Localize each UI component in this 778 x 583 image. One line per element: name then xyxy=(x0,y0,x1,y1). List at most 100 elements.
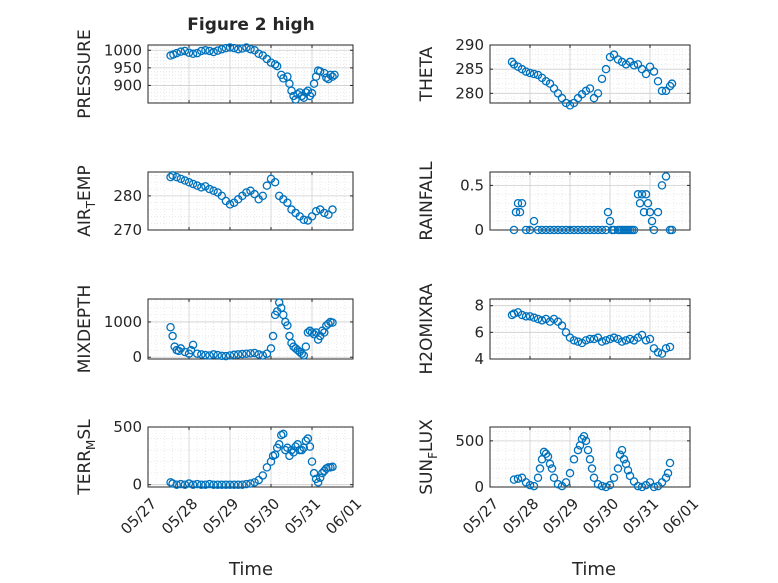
data-point xyxy=(315,473,325,483)
data-point xyxy=(205,46,214,56)
data-point xyxy=(521,312,531,321)
data-point xyxy=(533,473,543,483)
data-point xyxy=(246,479,255,488)
data-point xyxy=(561,225,571,235)
data-point xyxy=(513,198,523,208)
data-point xyxy=(176,479,186,489)
data-point xyxy=(188,340,198,350)
data-point xyxy=(250,189,259,199)
data-point xyxy=(184,48,194,57)
data-point xyxy=(221,351,231,361)
x-tick-label: 05/27 xyxy=(459,495,502,538)
data-point xyxy=(581,336,591,345)
y-axis-label: H2OMIXRA xyxy=(417,283,437,374)
data-point xyxy=(649,482,659,492)
data-point xyxy=(172,480,181,489)
data-point xyxy=(535,464,545,473)
data-point xyxy=(209,480,218,489)
data-point xyxy=(180,176,190,185)
data-point xyxy=(303,328,313,337)
data-point xyxy=(293,89,302,99)
data-point xyxy=(307,457,317,466)
data-point xyxy=(205,351,214,360)
data-point xyxy=(609,333,619,342)
data-point xyxy=(180,480,190,489)
data-point xyxy=(309,330,319,339)
data-point xyxy=(309,79,319,88)
data-point xyxy=(262,463,272,472)
data-point xyxy=(521,67,531,76)
data-point xyxy=(250,478,259,487)
data-point xyxy=(250,348,259,358)
data-point xyxy=(545,459,555,469)
data-point xyxy=(635,198,645,208)
data-point xyxy=(587,464,597,473)
data-point xyxy=(188,480,198,489)
data-point xyxy=(188,49,198,59)
data-point xyxy=(593,89,603,98)
data-point xyxy=(601,336,611,345)
data-point xyxy=(585,225,595,235)
data-point xyxy=(225,43,235,52)
data-point xyxy=(287,86,296,95)
data-point xyxy=(511,207,521,217)
data-point xyxy=(217,480,227,489)
y-tick-label: 290 xyxy=(455,36,484,54)
data-point xyxy=(168,479,177,488)
y-axis-label: MIXDEPTH xyxy=(75,285,95,374)
data-point xyxy=(242,349,251,358)
data-point xyxy=(233,350,243,359)
data-point xyxy=(274,298,284,307)
data-point xyxy=(320,208,329,218)
data-point xyxy=(303,434,313,443)
data-point xyxy=(509,309,519,318)
data-point xyxy=(597,481,607,491)
data-point xyxy=(172,172,181,182)
data-point xyxy=(301,342,311,351)
data-point xyxy=(629,61,639,70)
data-point xyxy=(643,198,653,208)
data-point xyxy=(184,177,194,187)
data-point xyxy=(543,452,553,461)
data-point xyxy=(597,337,607,346)
data-point xyxy=(258,471,268,480)
data-point xyxy=(205,184,214,194)
y-tick-label: 4 xyxy=(474,350,484,368)
y-tick-label: 280 xyxy=(113,187,142,205)
data-point xyxy=(581,225,591,235)
data-point xyxy=(547,464,557,473)
data-point xyxy=(213,480,222,489)
data-point xyxy=(641,336,651,345)
data-point xyxy=(297,445,306,455)
data-point xyxy=(238,44,247,53)
data-point xyxy=(661,172,671,181)
data-point xyxy=(641,190,651,199)
y-tick-label: 500 xyxy=(113,418,142,436)
data-point xyxy=(633,481,643,491)
data-point xyxy=(285,79,294,88)
y-axis-label: THETA xyxy=(417,46,437,102)
x-tick-label: 06/01 xyxy=(659,495,702,538)
y-tick-label: 0.5 xyxy=(460,176,484,194)
y-axis-label: RAINFALL xyxy=(417,161,437,241)
data-point xyxy=(653,77,663,86)
data-point xyxy=(258,351,268,360)
data-point xyxy=(258,191,268,201)
data-point xyxy=(537,316,547,325)
data-point xyxy=(174,346,183,356)
left-x-axis-title: Time xyxy=(228,559,273,580)
data-point xyxy=(557,225,567,235)
data-point xyxy=(266,344,276,353)
data-point xyxy=(589,93,599,103)
data-point xyxy=(221,43,231,53)
data-point xyxy=(605,216,615,226)
x-tick-label: 05/30 xyxy=(579,495,622,538)
data-point xyxy=(509,225,519,235)
data-point xyxy=(533,314,543,324)
y-axis-label: AIRTEMP xyxy=(75,165,98,236)
data-point xyxy=(647,216,657,226)
